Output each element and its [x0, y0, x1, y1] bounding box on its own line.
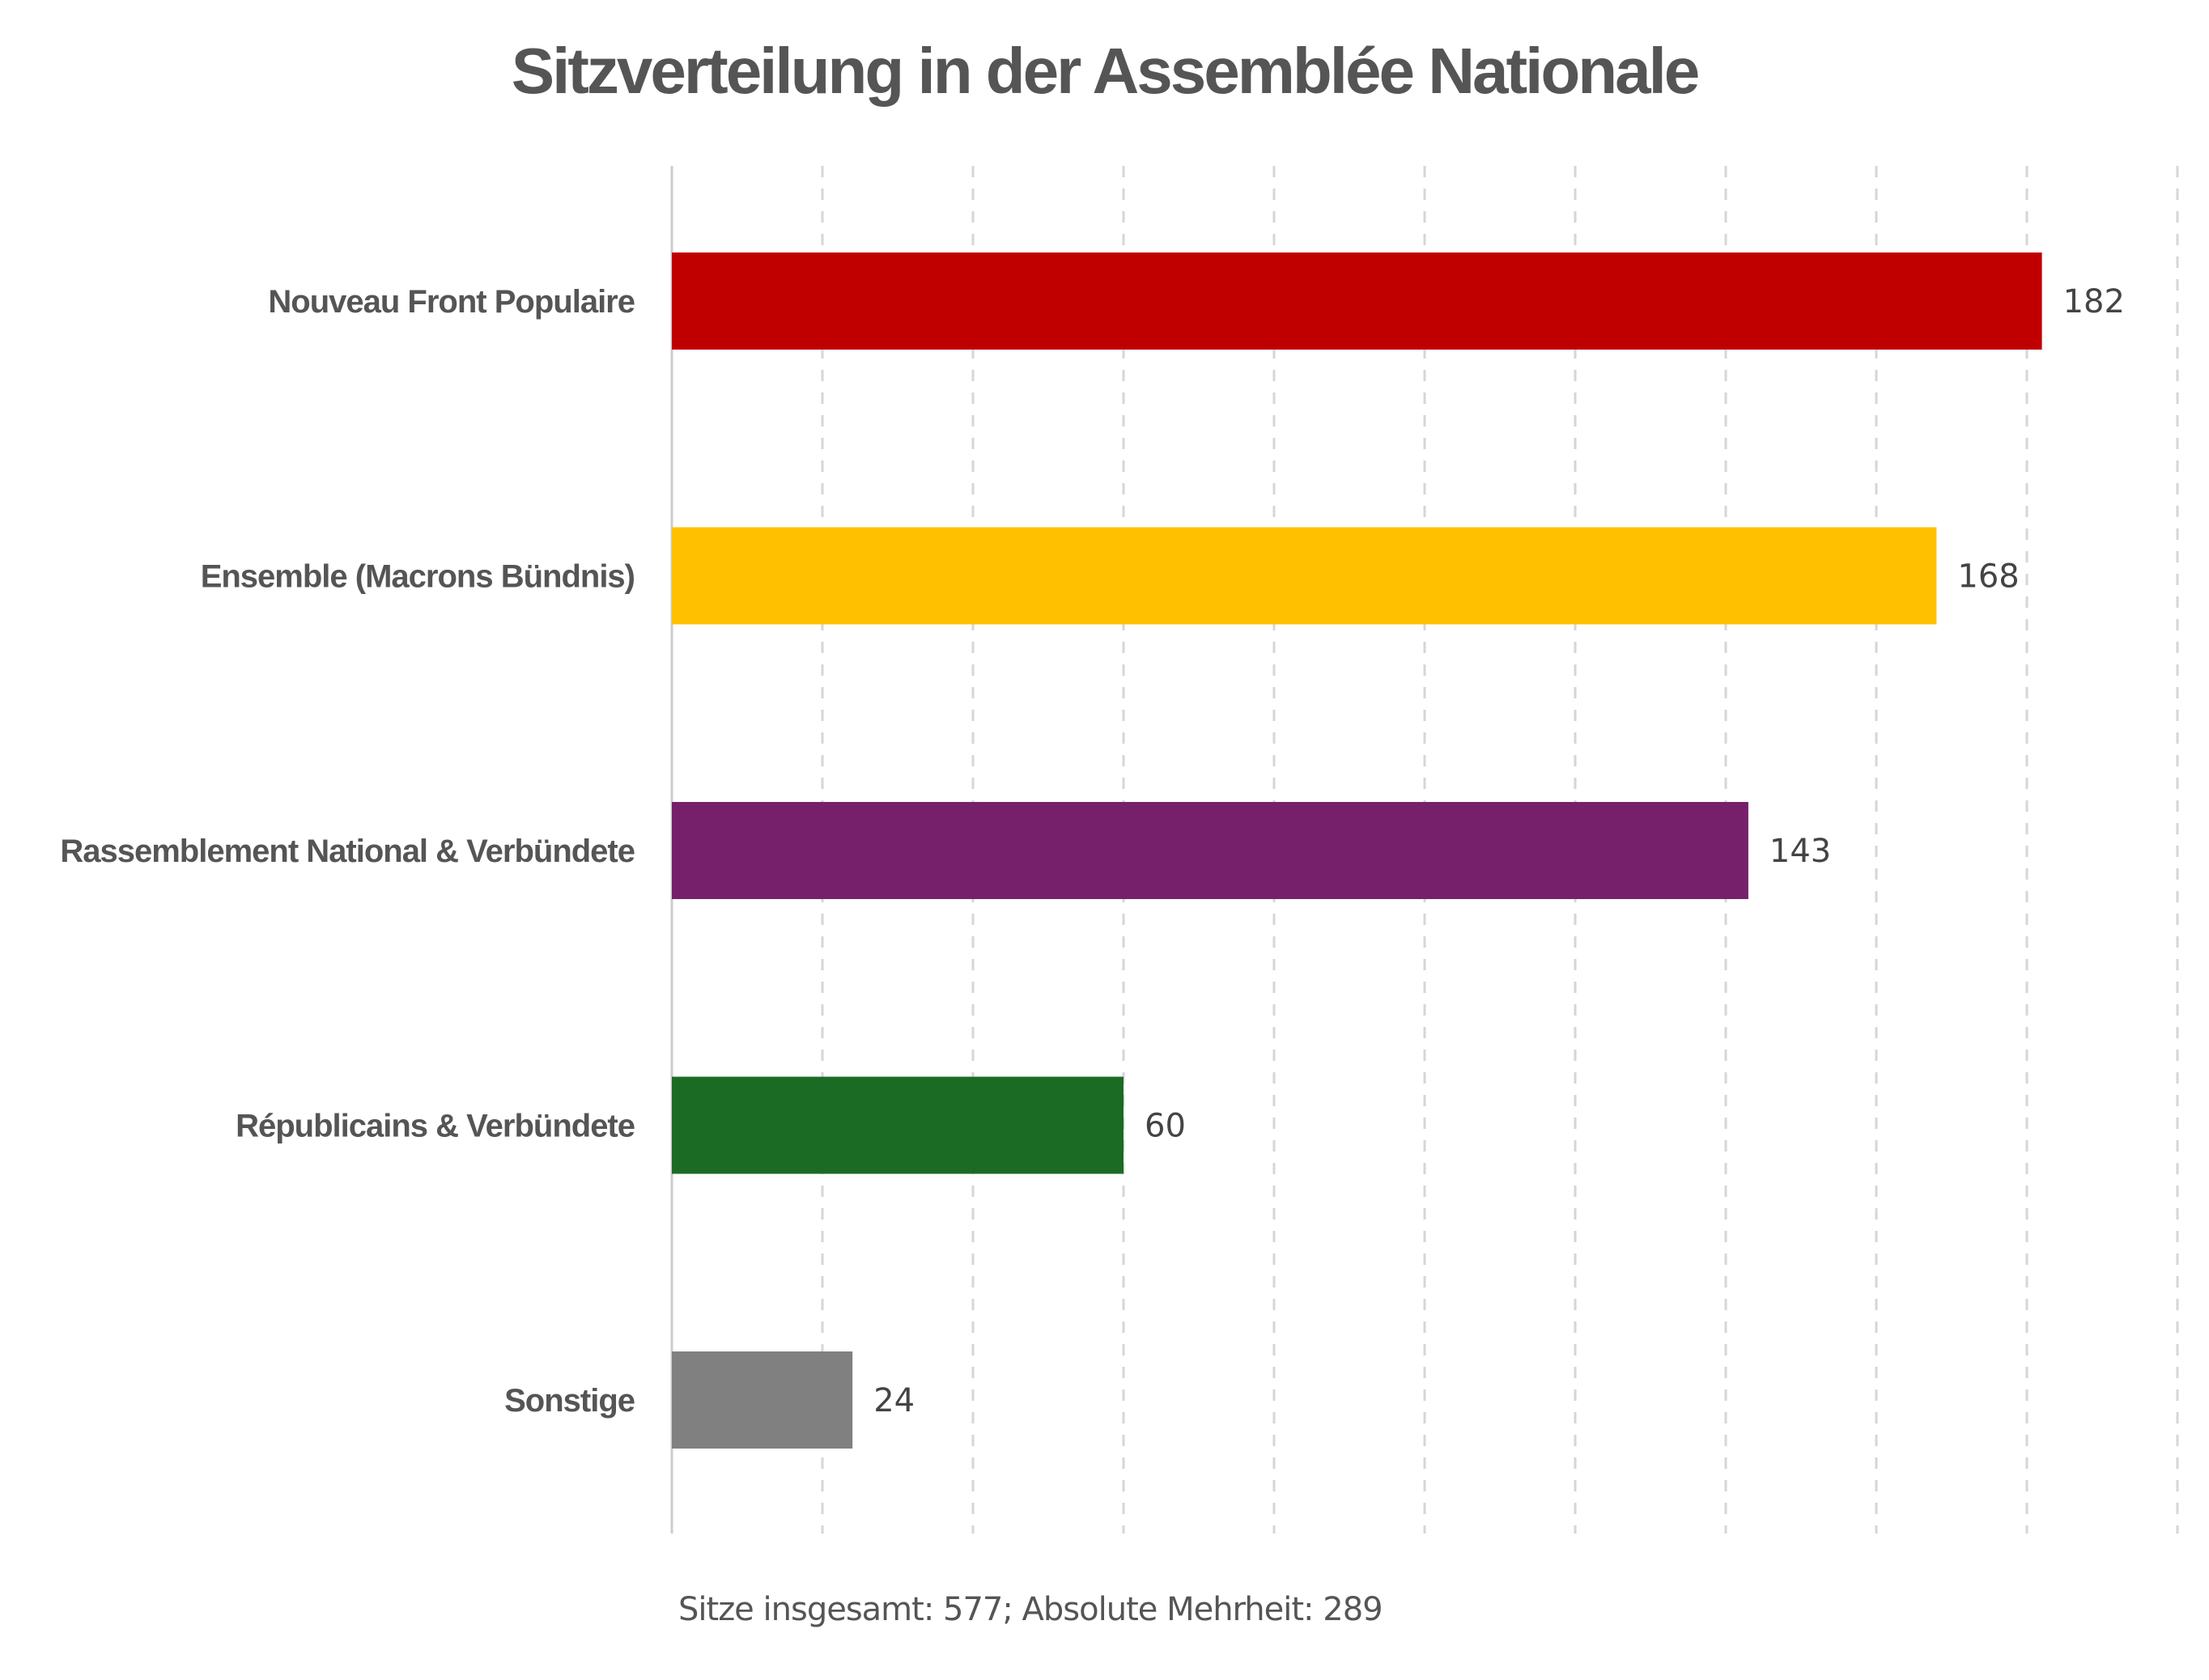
- category-label: Sonstige: [504, 1383, 635, 1419]
- bars: [672, 252, 2042, 1449]
- value-label: 24: [873, 1382, 915, 1419]
- category-label: Républicains & Verbündete: [236, 1109, 635, 1144]
- category-label: Nouveau Front Populaire: [268, 284, 635, 320]
- chart-note: Sitze insgesamt: 577; Absolute Mehrheit:…: [678, 1591, 1383, 1628]
- chart-title: Sitzverteilung in der Assemblée National…: [511, 35, 1701, 107]
- category-label: Ensemble (Macrons Bündnis): [201, 559, 635, 595]
- value-label: 168: [1957, 558, 2019, 596]
- bar: [672, 1076, 1124, 1174]
- value-label: 60: [1145, 1108, 1186, 1145]
- value-label: 143: [1769, 833, 1831, 870]
- labels: Nouveau Front Populaire 182 Ensemble (Macr…: [60, 283, 2125, 1419]
- category-label: Rassemblement National & Verbündete: [60, 834, 635, 869]
- bar: [672, 802, 1748, 899]
- bar: [672, 1351, 853, 1449]
- value-label: 182: [2063, 283, 2125, 320]
- bar: [672, 527, 1937, 625]
- bar: [672, 252, 2042, 350]
